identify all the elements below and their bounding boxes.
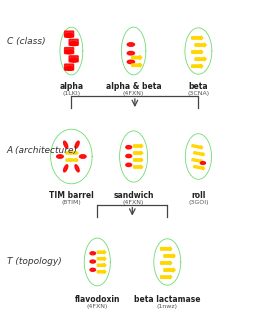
Text: beta lactamase: beta lactamase (134, 295, 200, 304)
Ellipse shape (65, 33, 73, 37)
Text: alpha: alpha (59, 82, 83, 91)
Ellipse shape (127, 51, 134, 55)
Ellipse shape (65, 50, 73, 54)
FancyArrow shape (134, 144, 143, 148)
FancyArrow shape (66, 151, 72, 155)
Text: (4FXN): (4FXN) (87, 304, 108, 309)
FancyArrow shape (195, 43, 206, 47)
Text: C (class): C (class) (7, 37, 45, 46)
FancyBboxPatch shape (69, 56, 78, 62)
FancyArrow shape (72, 158, 78, 162)
Ellipse shape (70, 42, 78, 46)
Ellipse shape (126, 163, 132, 167)
Text: (3CNA): (3CNA) (187, 91, 209, 96)
Ellipse shape (75, 141, 79, 148)
FancyArrow shape (97, 270, 106, 274)
FancyArrow shape (194, 151, 205, 156)
Text: flavodoxin: flavodoxin (75, 295, 120, 304)
FancyArrow shape (97, 250, 106, 254)
Ellipse shape (64, 165, 68, 172)
FancyArrow shape (97, 264, 106, 267)
FancyArrow shape (66, 158, 72, 162)
Text: A (architecture): A (architecture) (7, 146, 78, 155)
Ellipse shape (200, 162, 205, 164)
FancyBboxPatch shape (65, 48, 74, 54)
FancyArrow shape (192, 145, 203, 149)
Ellipse shape (90, 252, 95, 255)
FancyBboxPatch shape (65, 64, 74, 70)
FancyArrow shape (161, 261, 172, 265)
Text: (1LKI): (1LKI) (62, 91, 80, 96)
FancyArrow shape (194, 166, 205, 170)
Text: (3GOI): (3GOI) (188, 200, 209, 205)
FancyArrow shape (164, 254, 175, 258)
FancyArrow shape (192, 36, 203, 40)
FancyArrow shape (192, 159, 203, 163)
FancyArrow shape (132, 56, 142, 59)
FancyBboxPatch shape (65, 31, 74, 37)
FancyArrow shape (161, 247, 172, 251)
Ellipse shape (90, 268, 95, 271)
Ellipse shape (70, 58, 78, 62)
Ellipse shape (79, 155, 86, 158)
Ellipse shape (126, 154, 132, 158)
Text: (4FXN): (4FXN) (123, 200, 144, 205)
Ellipse shape (127, 43, 134, 46)
FancyArrow shape (134, 158, 143, 162)
FancyArrow shape (192, 64, 203, 68)
FancyArrow shape (195, 57, 206, 61)
FancyArrow shape (161, 275, 172, 279)
FancyArrow shape (192, 50, 203, 54)
Text: TIM barrel: TIM barrel (49, 191, 94, 200)
FancyArrow shape (134, 151, 143, 155)
Text: roll: roll (191, 191, 206, 200)
FancyBboxPatch shape (69, 39, 78, 45)
Ellipse shape (126, 146, 132, 149)
Ellipse shape (75, 165, 79, 172)
Text: T (topology): T (topology) (7, 258, 61, 266)
FancyArrow shape (134, 165, 143, 169)
Ellipse shape (127, 60, 134, 64)
FancyArrow shape (72, 151, 78, 155)
FancyArrow shape (97, 257, 106, 260)
Text: sandwich: sandwich (113, 191, 154, 200)
Text: (8TIM): (8TIM) (62, 200, 81, 205)
Text: (4FXN): (4FXN) (123, 91, 144, 96)
Ellipse shape (90, 260, 95, 263)
Ellipse shape (64, 141, 68, 148)
Ellipse shape (57, 155, 63, 158)
Ellipse shape (65, 66, 73, 70)
FancyArrow shape (132, 63, 142, 67)
Text: (1nwz): (1nwz) (157, 304, 178, 309)
Text: alpha & beta: alpha & beta (106, 82, 161, 91)
FancyArrow shape (164, 268, 175, 272)
Text: beta: beta (189, 82, 208, 91)
